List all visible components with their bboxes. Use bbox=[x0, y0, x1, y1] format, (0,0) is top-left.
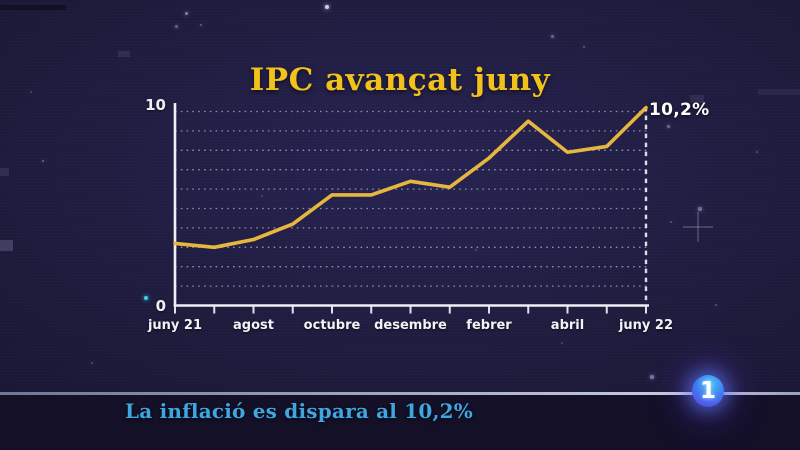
star-dot bbox=[29, 90, 33, 94]
glitch-streak bbox=[697, 212, 699, 242]
glitch-streak bbox=[118, 51, 130, 57]
star-dot bbox=[199, 23, 203, 27]
x-axis-label: abril bbox=[550, 318, 585, 333]
star-dot bbox=[474, 248, 478, 252]
star-dot bbox=[184, 11, 188, 15]
x-axis-label: febrer bbox=[466, 318, 512, 333]
la1-channel-logo: 1 bbox=[692, 375, 724, 407]
star-dot bbox=[41, 159, 45, 163]
ipc-line-series bbox=[173, 105, 648, 250]
glitch-streak bbox=[0, 240, 13, 251]
star-dot bbox=[755, 150, 759, 154]
star-dot bbox=[714, 303, 718, 307]
star-dot bbox=[550, 34, 554, 38]
glitch-streak bbox=[758, 89, 800, 95]
star-dot bbox=[666, 124, 670, 128]
star-dot bbox=[260, 194, 264, 198]
x-axis-label: agost bbox=[233, 318, 274, 333]
star-dot bbox=[90, 361, 94, 365]
x-axis-label: juny 22 bbox=[618, 318, 674, 333]
y-axis-tick-label-0: 0 bbox=[155, 297, 166, 315]
star-dot bbox=[174, 24, 178, 28]
x-axis-label: juny 21 bbox=[147, 318, 203, 333]
chart-title: IPC avançat juny bbox=[249, 61, 551, 98]
x-axis-label: desembre bbox=[374, 318, 447, 333]
star-dot bbox=[698, 207, 702, 211]
headline-caption: La inflació es dispara al 10,2% bbox=[125, 399, 473, 423]
end-value-label: 10,2% bbox=[649, 100, 710, 120]
la1-logo-digit: 1 bbox=[699, 377, 716, 404]
star-dot bbox=[669, 220, 673, 224]
glitch-streak bbox=[0, 168, 9, 176]
lower-third-divider-line bbox=[0, 392, 800, 395]
glitch-streak bbox=[690, 95, 704, 103]
star-dot bbox=[582, 45, 586, 49]
x-axis-label: octubre bbox=[303, 318, 361, 333]
star-dot bbox=[325, 5, 329, 9]
glitch-streak bbox=[683, 226, 713, 228]
star-dot bbox=[650, 375, 654, 379]
glitch-streak bbox=[0, 5, 66, 10]
lower-third-strip bbox=[0, 395, 800, 450]
star-dot bbox=[560, 341, 564, 345]
star-dot bbox=[143, 295, 149, 301]
y-axis-tick-label-10: 10 bbox=[145, 96, 166, 114]
